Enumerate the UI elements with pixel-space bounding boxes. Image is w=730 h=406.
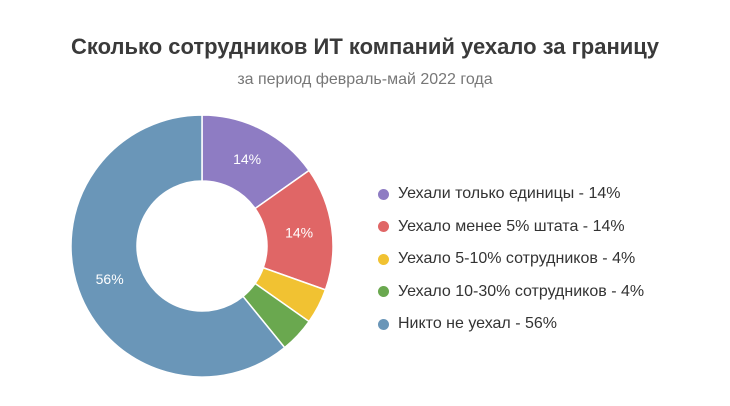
- chart-title: Сколько сотрудников ИТ компаний уехало з…: [70, 34, 660, 59]
- legend-item-4[interactable]: Уехало 10-30% сотрудников - 4%: [378, 276, 644, 309]
- legend-label: Никто не уехал - 56%: [398, 315, 558, 333]
- legend-swatch: [378, 188, 389, 200]
- legend-swatch: [378, 253, 389, 265]
- legend-item-5[interactable]: Никто не уехал - 56%: [378, 308, 644, 341]
- legend-item-3[interactable]: Уехало 5-10% сотрудников - 4%: [378, 243, 644, 276]
- legend-swatch: [378, 318, 389, 330]
- legend-item-1[interactable]: Уехали только единицы - 14%: [378, 178, 644, 211]
- legend-label: Уехало 5-10% сотрудников - 4%: [398, 250, 636, 268]
- donut-slice-5[interactable]: [70, 114, 286, 378]
- legend-label: Уехали только единицы - 14%: [398, 185, 621, 203]
- legend-item-2[interactable]: Уехало менее 5% штата - 14%: [378, 211, 644, 244]
- legend-swatch: [378, 286, 389, 298]
- legend-swatch: [378, 221, 389, 233]
- slice-value-label-1: 14%: [233, 151, 261, 167]
- slice-value-label-2: 14%: [285, 225, 313, 241]
- chart-legend: Уехали только единицы - 14% Уехало менее …: [378, 178, 644, 341]
- legend-label: Уехало 10-30% сотрудников - 4%: [398, 282, 645, 300]
- chart-subtitle: за период февраль-май 2022 года: [237, 71, 493, 88]
- legend-label: Уехало менее 5% штата - 14%: [398, 217, 625, 235]
- slice-value-label-5: 56%: [96, 271, 124, 287]
